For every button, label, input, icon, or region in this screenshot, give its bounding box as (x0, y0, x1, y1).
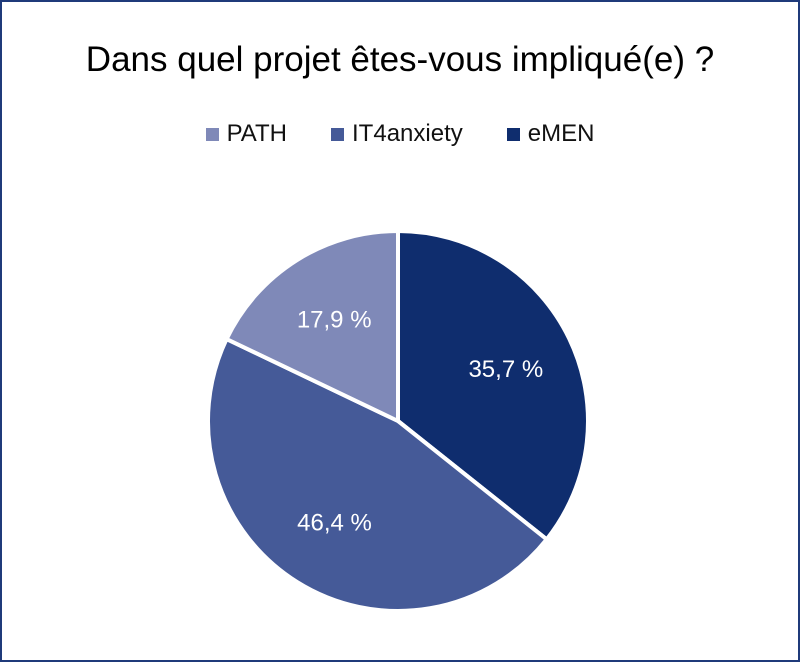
pie-labels: 35,7 % 46,4 % 17,9 % (297, 307, 543, 537)
legend-label-it4anxiety: IT4anxiety (352, 120, 463, 147)
pie-label-path: 17,9 % (297, 307, 372, 334)
chart-title: Dans quel projet êtes-vous impliqué(e) ? (85, 40, 715, 79)
legend-item-path: PATH (205, 120, 288, 148)
pie-slice-emen (396, 229, 590, 542)
legend-swatch-it4anxiety (331, 127, 345, 141)
pie-label-it4anxiety: 46,4 % (297, 509, 372, 536)
legend-item-emen: eMEN (506, 120, 595, 148)
legend-swatch-emen (506, 127, 520, 141)
pie-slice-path (224, 229, 400, 423)
legend-label-emen: eMEN (527, 120, 595, 147)
legend-label-path: PATH (226, 120, 288, 147)
chart-legend: PATH IT4anxiety eMEN (2, 120, 798, 148)
pie-label-emen: 35,7 % (468, 356, 543, 383)
legend-swatch-path (205, 127, 219, 141)
legend-item-it4anxiety: IT4anxiety (331, 120, 463, 148)
pie-slices (206, 229, 590, 613)
pie-slice-it4anxiety (206, 337, 549, 613)
